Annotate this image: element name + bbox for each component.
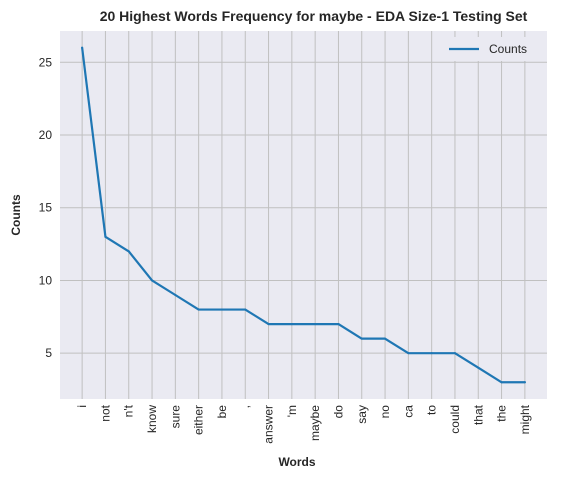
data-point (267, 323, 270, 326)
data-point (407, 352, 410, 355)
chart-title: 20 Highest Words Frequency for maybe - E… (100, 8, 528, 24)
x-tick-label: to (425, 405, 439, 415)
data-point (151, 279, 154, 282)
data-point (384, 337, 387, 340)
data-point (81, 46, 84, 49)
x-tick-label: know (145, 405, 159, 433)
x-tick-label: not (98, 404, 112, 421)
data-point (500, 381, 503, 384)
plot-area (60, 31, 547, 399)
series-line-counts (81, 46, 526, 384)
data-point (337, 323, 340, 326)
y-tick-label: 5 (45, 346, 52, 360)
data-point (523, 381, 526, 384)
x-tick-label: do (331, 405, 345, 419)
data-point (453, 352, 456, 355)
x-tick-label: maybe (308, 405, 322, 441)
y-tick-labels: 5 10 15 20 25 (39, 55, 53, 360)
x-axis-title: Words (278, 455, 315, 469)
y-axis-title: Counts (9, 194, 23, 236)
x-tick-label: sure (168, 405, 182, 429)
data-point (244, 308, 247, 311)
y-tick-label: 25 (39, 55, 53, 69)
x-tick-label: either (192, 405, 206, 435)
series-points-counts (81, 46, 526, 384)
legend-label-counts: Counts (489, 42, 527, 56)
data-point (477, 366, 480, 369)
x-tick-label: answer (262, 405, 276, 444)
x-tick-label: , (238, 405, 252, 408)
y-tick-label: 20 (39, 128, 53, 142)
x-tick-label: might (518, 404, 532, 434)
y-tick-label: 15 (39, 201, 53, 215)
data-point (314, 323, 317, 326)
x-tick-label: could (448, 405, 462, 434)
y-tick-label: 10 (39, 273, 53, 287)
x-tick-label: say (355, 405, 369, 424)
x-tick-label: be (215, 405, 229, 419)
x-tick-label: 'm (285, 405, 299, 417)
x-tick-label: i (75, 405, 89, 408)
data-point (197, 308, 200, 311)
data-point (220, 308, 223, 311)
data-point (430, 352, 433, 355)
x-tick-label: the (495, 405, 509, 422)
data-point (174, 294, 177, 296)
data-point (104, 235, 107, 238)
data-point (290, 323, 293, 326)
x-tick-label: n't (122, 404, 136, 417)
legend: Counts (441, 37, 541, 61)
data-point (360, 337, 363, 340)
x-tick-label: no (378, 405, 392, 419)
x-tick-label: ca (401, 405, 415, 418)
x-tick-labels: i not n't know sure either be, answer 'm maybe do s… (75, 404, 532, 443)
data-point (127, 250, 130, 253)
x-tick-label: that (471, 404, 485, 425)
